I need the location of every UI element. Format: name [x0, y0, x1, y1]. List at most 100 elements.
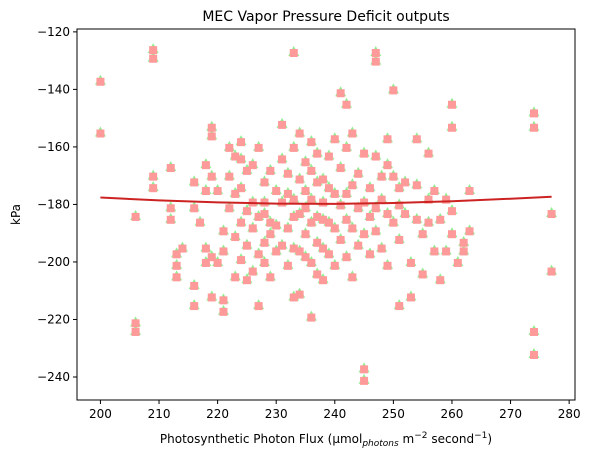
predicted-point — [395, 235, 404, 244]
predicted-point — [242, 276, 251, 285]
predicted-point — [260, 238, 269, 247]
predicted-point — [260, 210, 269, 219]
predicted-point — [237, 155, 246, 164]
x-tick-label: 270 — [499, 407, 522, 421]
predicted-point — [424, 149, 433, 158]
predicted-point — [278, 155, 287, 164]
y-tick-label: −140 — [37, 82, 70, 96]
y-tick-label: −200 — [37, 255, 70, 269]
predicted-point — [172, 250, 181, 259]
predicted-point — [406, 258, 415, 267]
predicted-point — [395, 302, 404, 311]
predicted-point — [342, 215, 351, 224]
predicted-point — [459, 247, 468, 256]
predicted-point — [348, 224, 357, 233]
predicted-point — [336, 201, 345, 210]
predicted-point — [389, 86, 398, 95]
x-label-sup1: −2 — [414, 431, 427, 441]
predicted-point — [295, 175, 304, 184]
predicted-point — [278, 120, 287, 129]
predicted-point — [383, 135, 392, 144]
predicted-point — [313, 238, 322, 247]
x-label-sub: photons — [361, 439, 399, 449]
predicted-point — [319, 276, 328, 285]
predicted-point — [283, 169, 292, 178]
predicted-point — [283, 261, 292, 270]
predicted-point — [307, 218, 316, 227]
predicted-point — [266, 230, 275, 239]
x-axis-label: Photosynthetic Photon Flux (μmolphotons … — [160, 431, 492, 449]
predicted-point — [389, 218, 398, 227]
predicted-point — [412, 135, 421, 144]
predicted-point — [231, 273, 240, 282]
predicted-point — [207, 132, 216, 141]
predicted-point — [360, 376, 369, 385]
predicted-point — [371, 204, 380, 213]
predicted-point — [354, 241, 363, 250]
x-tick-label: 280 — [558, 407, 581, 421]
predicted-point — [319, 215, 328, 224]
predicted-point — [336, 235, 345, 244]
predicted-point — [354, 169, 363, 178]
predicted-point — [149, 172, 158, 181]
predicted-point — [96, 129, 105, 138]
predicted-point — [272, 221, 281, 230]
predicted-point — [342, 253, 351, 262]
predicted-point — [225, 204, 234, 213]
predicted-point — [313, 270, 322, 279]
predicted-point — [430, 187, 439, 196]
predicted-point — [307, 258, 316, 267]
predicted-point — [324, 152, 333, 161]
predicted-point — [436, 215, 445, 224]
predicted-point — [465, 227, 474, 236]
predicted-point — [248, 161, 257, 170]
predicted-point — [260, 258, 269, 267]
predicted-point — [289, 212, 298, 221]
predicted-point — [307, 166, 316, 175]
predicted-point — [436, 276, 445, 285]
predicted-point — [401, 178, 410, 187]
predicted-point — [459, 238, 468, 247]
predicted-point — [324, 218, 333, 227]
predicted-point — [529, 350, 538, 359]
predicted-point — [529, 109, 538, 118]
predicted-point — [225, 143, 234, 152]
x-axis: 200 210 220 230 240 250 260 270 280 — [89, 400, 581, 421]
predicted-point — [213, 187, 222, 196]
y-tick-label: −160 — [37, 140, 70, 154]
predicted-point — [395, 184, 404, 193]
predicted-point — [248, 224, 257, 233]
predicted-point — [319, 198, 328, 207]
predicted-point — [301, 187, 310, 196]
predicted-point — [237, 184, 246, 193]
y-tick-label: −180 — [37, 197, 70, 211]
predicted-point — [219, 307, 228, 316]
predicted-point — [430, 247, 439, 256]
predicted-point — [225, 172, 234, 181]
x-label-mid2: second — [428, 432, 475, 446]
predicted-point — [465, 187, 474, 196]
predicted-point — [283, 189, 292, 198]
predicted-point — [301, 230, 310, 239]
plot-marks — [94, 43, 558, 385]
predicted-point — [207, 253, 216, 262]
predicted-point — [342, 100, 351, 109]
predicted-point — [348, 273, 357, 282]
predicted-point — [149, 184, 158, 193]
x-tick-label: 260 — [441, 407, 464, 421]
predicted-point — [254, 143, 263, 152]
predicted-point — [301, 204, 310, 213]
predicted-point — [278, 241, 287, 250]
predicted-point — [383, 261, 392, 270]
predicted-point — [336, 164, 345, 173]
predicted-point — [447, 123, 456, 132]
predicted-point — [313, 178, 322, 187]
predicted-point — [447, 207, 456, 216]
predicted-point — [348, 129, 357, 138]
predicted-point — [190, 302, 199, 311]
predicted-point — [131, 327, 140, 336]
predicted-point — [389, 172, 398, 181]
predicted-point — [360, 365, 369, 374]
predicted-point — [231, 189, 240, 198]
